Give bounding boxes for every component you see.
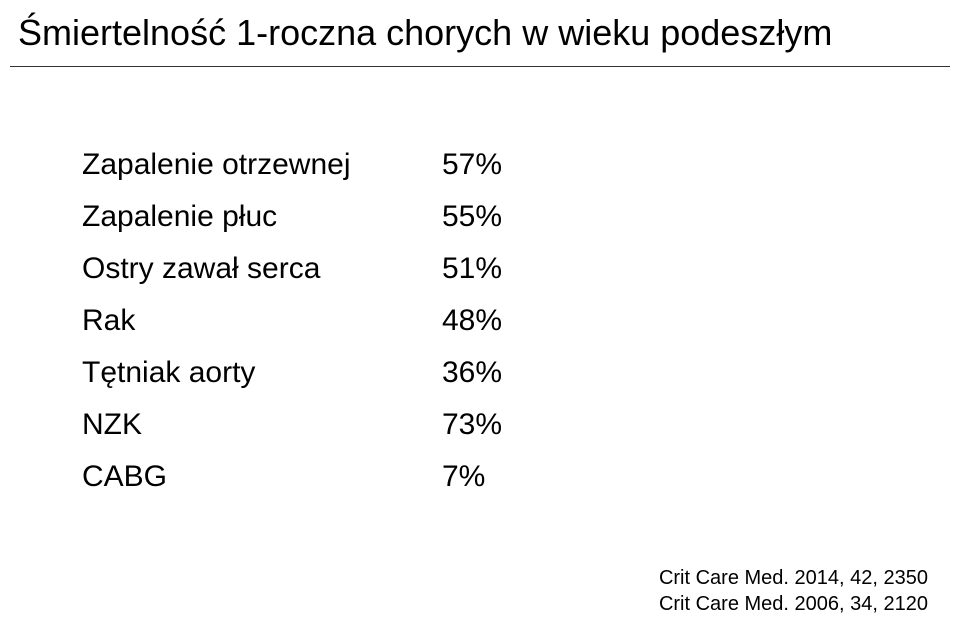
row-label: Ostry zawał serca xyxy=(82,254,442,284)
table-row: NZK 73% xyxy=(82,410,602,440)
row-value: 73% xyxy=(442,410,502,440)
table-row: Ostry zawał serca 51% xyxy=(82,254,602,284)
row-label: CABG xyxy=(82,462,442,492)
table-row: Rak 48% xyxy=(82,306,602,336)
row-label: Zapalenie płuc xyxy=(82,202,442,232)
table-row: CABG 7% xyxy=(82,462,602,492)
table-row: Zapalenie otrzewnej 57% xyxy=(82,150,602,180)
citation-line: Crit Care Med. 2006, 34, 2120 xyxy=(659,591,928,617)
row-value: 48% xyxy=(442,306,502,336)
table-row: Zapalenie płuc 55% xyxy=(82,202,602,232)
table-row: Tętniak aorty 36% xyxy=(82,358,602,388)
slide: Śmiertelność 1-roczna chorych w wieku po… xyxy=(0,0,960,637)
row-value: 55% xyxy=(442,202,502,232)
row-label: Rak xyxy=(82,306,442,336)
row-value: 57% xyxy=(442,150,502,180)
row-label: NZK xyxy=(82,410,442,440)
slide-title: Śmiertelność 1-roczna chorych w wieku po… xyxy=(18,12,942,53)
row-value: 36% xyxy=(442,358,502,388)
citation-line: Crit Care Med. 2014, 42, 2350 xyxy=(659,565,928,591)
mortality-table: Zapalenie otrzewnej 57% Zapalenie płuc 5… xyxy=(82,150,602,492)
citation-block: Crit Care Med. 2014, 42, 2350 Crit Care … xyxy=(659,565,928,617)
row-value: 7% xyxy=(442,462,485,492)
title-underline xyxy=(10,66,950,67)
row-label: Zapalenie otrzewnej xyxy=(82,150,442,180)
row-label: Tętniak aorty xyxy=(82,358,442,388)
row-value: 51% xyxy=(442,254,502,284)
